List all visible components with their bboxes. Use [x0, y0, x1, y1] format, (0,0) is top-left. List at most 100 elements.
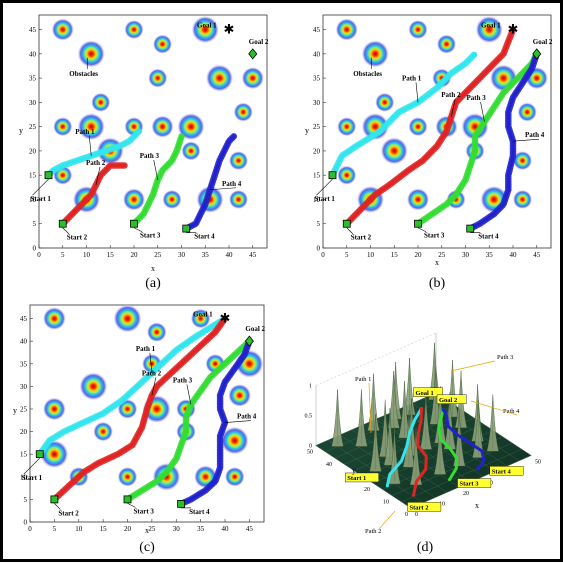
start-label-1: Start 1: [31, 195, 52, 203]
path-layer: [45, 128, 238, 232]
x-tick-label: 45: [249, 251, 257, 259]
path-4-line: [468, 52, 539, 231]
panel-d: 010203040500102030405000.51 Start 1Start…: [305, 332, 541, 555]
x-tick-label: 40: [510, 251, 518, 259]
obstacle: [181, 141, 201, 161]
goal-label-2: Goal 2: [245, 325, 265, 333]
y-tick-label: 15: [313, 172, 321, 180]
path-label-arrow: [186, 384, 192, 405]
start-label-4: Start 4: [194, 233, 215, 241]
y-tick-label: 0: [317, 245, 321, 253]
x-tick-label: 5: [61, 251, 65, 259]
x-tick-label: 0: [28, 525, 32, 533]
obstacle: [408, 20, 428, 39]
path-1-line: [38, 316, 227, 456]
path-label-1: Path 1: [355, 376, 371, 383]
start-label-arrow: [23, 457, 40, 475]
y-tick-label: 25: [313, 123, 321, 131]
start-marker-2: [342, 219, 351, 228]
z-top-edge: [315, 332, 437, 386]
path-3-line: [416, 52, 539, 226]
goal-2-diamond: [532, 48, 542, 60]
path-3-line: [437, 408, 458, 482]
path-label-2: Path 2: [142, 369, 162, 377]
xlabel-b: x: [435, 258, 439, 267]
obstacle: [241, 67, 264, 90]
obstacle: [123, 188, 145, 211]
y-tick-label: 10: [383, 500, 389, 506]
path-label-3: Path 3: [140, 152, 160, 160]
path-layer: [329, 26, 541, 232]
x-tick-label: 45: [246, 525, 254, 533]
start-marker-1: [328, 171, 337, 180]
goal-label-2-box: [436, 394, 467, 404]
path-label-arrow: [415, 82, 419, 103]
start-label-1: Start 1: [22, 474, 43, 482]
y-tick-label: 5: [317, 220, 321, 228]
obstacle: [177, 113, 205, 141]
y-tick-label: 10: [20, 473, 28, 481]
annotation-layer: Path 1 Path 2 Path 3 Path 4 Start 1 Start 2 St…: [31, 22, 269, 242]
start-label-arrow: [316, 178, 333, 196]
goal-label-2: Goal 2: [249, 38, 269, 46]
start-marker-4: [466, 224, 475, 233]
y-tick-label: 5: [33, 220, 37, 228]
x-tick-label: 10: [367, 251, 375, 259]
path-label-leader: [378, 510, 396, 530]
goal-1-star-icon: ✱: [224, 22, 235, 37]
start-label-4-box: [489, 466, 524, 476]
annotation-layer: Path 1 Path 2 Path 3 Path 4 Start 1 Start 2 St…: [22, 311, 266, 518]
x-tick-label: 20: [131, 251, 139, 259]
goal-2-diamond: [244, 335, 254, 347]
start-label-1: Start 1: [347, 475, 366, 482]
y-tick-label: 30: [29, 99, 37, 107]
obstacle: [221, 426, 249, 455]
annotation-layer: Path 1 Path 2 Path 3 Path 4 Start 1 Start 2 St…: [315, 22, 553, 242]
path-label-arrow: [480, 101, 485, 122]
start-label-1: Start 1: [315, 195, 336, 203]
start-marker-4: [177, 500, 186, 508]
path-4-line: [441, 408, 486, 471]
y-tick-label: 35: [29, 75, 37, 83]
y-tick-label: 25: [20, 405, 28, 413]
figure-canvas: 0 5 10 15 20 25 30 35 40 45 0 5 10 15 20 25 30 35 40 45 Pat…: [13, 14, 553, 555]
goal-label-2: Goal 2: [439, 397, 457, 404]
y-tick-label: 20: [20, 428, 28, 436]
x-tick-label: 15: [107, 251, 115, 259]
panel-c: 0 5 10 15 20 25 30 35 40 45 0 5 10 15 20 25 30 35 40 45 Pat…: [13, 304, 266, 555]
start-label-3-box: [457, 478, 492, 488]
y-tick-label: 35: [20, 360, 28, 368]
path-label-4: Path 4: [237, 413, 257, 421]
x-tick-label: 40: [226, 251, 234, 259]
goal-label-2: Goal 2: [533, 38, 553, 46]
y-tick-label: 15: [20, 451, 28, 459]
path-1-line: [46, 129, 141, 177]
path-2-line: [345, 27, 515, 226]
y-tick-label: 40: [326, 462, 332, 468]
path-1-line: [385, 407, 423, 488]
obstacle: [93, 421, 113, 442]
path-label-leader: [450, 360, 496, 372]
x-tick-label: 40: [222, 525, 230, 533]
x-tick-label: 10: [75, 525, 83, 533]
path-label-4: Path 4: [503, 408, 520, 415]
obstacle: [151, 115, 174, 138]
start-label-arrow: [417, 227, 427, 232]
y-tick-label: 10: [29, 196, 37, 204]
y-tick-label: 45: [313, 26, 321, 34]
xlabel-d: x: [475, 501, 479, 510]
obstacle: [233, 102, 253, 122]
y-tick-label: 25: [29, 123, 37, 131]
path-2-line: [61, 163, 127, 226]
x-tick-label: 35: [202, 251, 210, 259]
caption-b: (b): [429, 276, 446, 291]
y-tick-label: 45: [20, 315, 28, 323]
path-label-arrow: [209, 187, 237, 191]
start-label-2: Start 2: [351, 234, 372, 242]
start-label-arrow: [54, 503, 61, 510]
x-tick-label: 35: [197, 525, 205, 533]
x-tick-label: 30: [173, 525, 181, 533]
start-label-2: Start 2: [58, 509, 79, 517]
y-tick-label: 40: [313, 50, 321, 58]
y-tick-label: 30: [313, 99, 321, 107]
